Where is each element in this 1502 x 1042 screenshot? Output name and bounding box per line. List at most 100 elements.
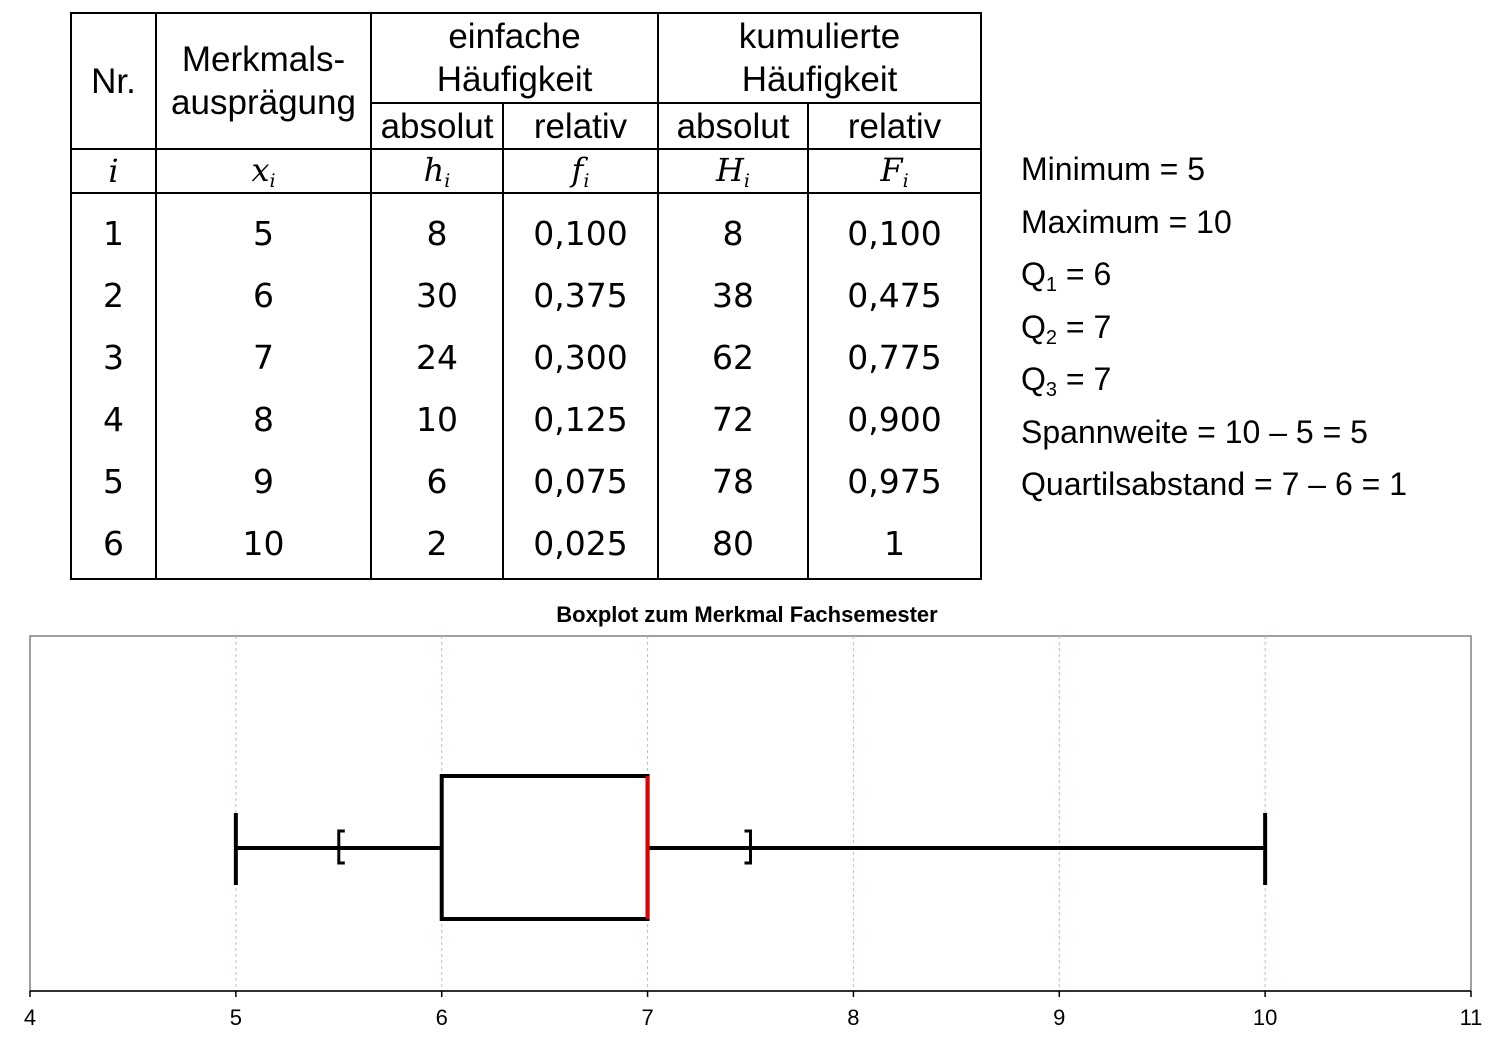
table-cell: 5: [155, 193, 372, 264]
header-kumulierte-absolut: absolut: [657, 102, 810, 150]
stat-label: Maximum: [1021, 203, 1160, 240]
stat-line: Maximum = 10: [1021, 200, 1407, 253]
header-einfache: einfache Häufigkeit: [369, 12, 660, 104]
header-kumulierte: kumulierte Häufigkeit: [657, 12, 983, 104]
table-cell: 0,475: [807, 264, 983, 326]
symbol-base: F: [880, 150, 903, 189]
table-cell: 6: [370, 450, 504, 512]
symbol-subscript: i: [583, 169, 590, 192]
stat-value: = 10: [1159, 203, 1232, 240]
symbol-subscript: i: [743, 169, 750, 192]
table-cell: 10: [155, 512, 372, 580]
x-axis-ticks: 4 5 6 7 8 9 10 11: [24, 991, 1483, 1030]
symbol-base: h: [423, 150, 445, 189]
table-cell: 6: [155, 264, 372, 326]
table-cell: 0,775: [807, 326, 983, 388]
x-tick-label: 10: [1253, 1005, 1277, 1030]
table-cell: 4: [70, 388, 157, 450]
table-cell: 0,375: [501, 264, 660, 326]
x-tick-label: 5: [230, 1005, 242, 1030]
table-cell: 5: [70, 450, 157, 512]
table-cell: 38: [657, 264, 810, 326]
symbol-cell: Hi: [657, 148, 810, 194]
quartile-box: [439, 774, 650, 921]
stat-value: = 6: [1057, 256, 1112, 292]
table-row: 2 6 30 0,375 38 0,475: [70, 264, 983, 326]
table-cell: 80: [657, 512, 810, 580]
table-cell: 10: [370, 388, 504, 450]
stat-line: Quartilsabstand = 7 – 6 = 1: [1021, 462, 1407, 515]
header-nr: Nr.: [70, 12, 157, 150]
lower-fence-bracket: [337, 829, 345, 865]
chart-title: Boxplot zum Merkmal Fachsemester: [556, 602, 938, 627]
boxplot-chart: Boxplot zum Merkmal Fachsemester 4 5 6 7 8 9 1…: [24, 602, 1483, 1030]
header-kumulierte-line1: kumulierte: [738, 17, 901, 56]
stat-label: Q: [1021, 361, 1046, 397]
stat-subscript: 2: [1045, 326, 1058, 349]
symbol-row: i xi hi fi Hi Fi: [70, 148, 983, 194]
table-row: 1 5 8 0,100 8 0,100: [70, 193, 983, 264]
symbol-cell: xi: [155, 148, 372, 194]
table-cell: 62: [657, 326, 810, 388]
stat-value: = 7 – 6 = 1: [1245, 466, 1408, 502]
stat-line: Spannweite = 10 – 5 = 5: [1021, 410, 1407, 463]
table-cell: 2: [370, 512, 504, 580]
stat-line: Q3 = 7: [1021, 357, 1407, 410]
symbol-base: i: [108, 152, 119, 190]
boxplot-marks: [233, 774, 1268, 921]
table-cell: 72: [657, 388, 810, 450]
stat-value: = 7: [1057, 308, 1112, 345]
stat-label: Spannweite: [1021, 413, 1189, 450]
table-cell: 0,125: [501, 388, 660, 450]
header-einfache-line1: einfache: [448, 17, 581, 56]
table-cell: 2: [70, 264, 157, 326]
x-tick-label: 8: [847, 1005, 859, 1030]
stat-label: Q: [1021, 256, 1046, 292]
header-einfache-absolut: absolut: [370, 102, 504, 150]
table-cell: 0,900: [807, 388, 983, 450]
table-row: 3 7 24 0,300 62 0,775: [70, 326, 983, 388]
stat-subscript: 3: [1045, 379, 1058, 401]
stat-line: Minimum = 5: [1021, 147, 1407, 200]
x-tick-label: 9: [1053, 1005, 1065, 1030]
x-tick-label: 7: [641, 1005, 653, 1030]
table-cell: 8: [370, 193, 504, 264]
table-cell: 0,975: [807, 450, 983, 512]
stat-line: Q1 = 6: [1021, 252, 1407, 305]
stat-line: Q2 = 7: [1021, 305, 1407, 358]
symbol-subscript: i: [444, 169, 451, 192]
table-cell: 7: [155, 326, 372, 388]
symbol-cell: hi: [370, 148, 504, 194]
stat-value: = 7: [1057, 361, 1112, 397]
symbol-subscript: i: [269, 169, 276, 192]
table-cell: 8: [657, 193, 810, 264]
header-merkmal-line2: ausprägung: [171, 83, 356, 122]
symbol-base: x: [251, 150, 270, 189]
table-cell: 0,300: [501, 326, 660, 388]
header-merkmal-line1: Merkmals-: [181, 40, 346, 79]
symbol-base: H: [716, 150, 744, 189]
header-einfache-relativ: relativ: [501, 102, 660, 150]
stat-value: = 10 – 5 = 5: [1188, 413, 1368, 450]
table-cell: 0,100: [501, 193, 660, 264]
stat-value: = 5: [1150, 151, 1206, 187]
header-kumulierte-relativ: relativ: [807, 102, 983, 150]
table-cell: 8: [155, 388, 372, 450]
table-cell: 78: [657, 450, 810, 512]
table-cell: 3: [70, 326, 157, 388]
header-merkmal: Merkmals- ausprägung: [155, 12, 372, 150]
header-kumulierte-line2: Häufigkeit: [741, 60, 898, 99]
symbol-base: f: [571, 150, 584, 189]
table-cell: 0,025: [501, 512, 660, 580]
table-cell: 9: [155, 450, 372, 512]
table-cell: 30: [370, 264, 504, 326]
upper-fence-bracket: [744, 829, 752, 865]
table-cell: 6: [70, 512, 157, 580]
stat-label: Quartilsabstand: [1021, 466, 1246, 502]
symbol-cell: Fi: [807, 148, 983, 194]
stat-subscript: 1: [1045, 274, 1058, 296]
table-row: 5 9 6 0,075 78 0,975: [70, 450, 983, 512]
table-cell: 24: [370, 326, 504, 388]
table-cell: 1: [807, 512, 983, 580]
x-tick-label: 11: [1460, 1005, 1483, 1030]
